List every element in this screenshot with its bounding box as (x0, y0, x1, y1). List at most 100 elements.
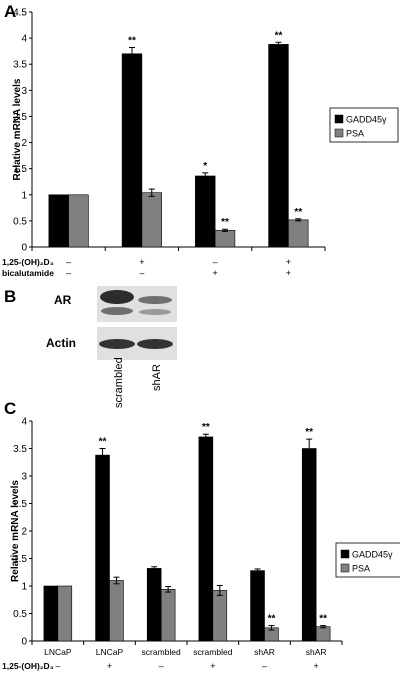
chart-c-legend-label: PSA (352, 564, 370, 574)
blot-band-actin-scrambled (99, 339, 135, 349)
panel-letter-a: A (4, 2, 16, 21)
chart-c-condition-sign: – (159, 661, 164, 671)
chart-a-legend-label: PSA (346, 129, 364, 139)
chart-c-legend: GADD45γ PSA (335, 542, 400, 578)
chart-a-y-tick-label: 4 (21, 34, 27, 45)
chart-a-bar-gadd45 (268, 44, 289, 248)
chart-c-significance-label: ** (99, 437, 107, 448)
blot-label-actin: Actin (46, 336, 76, 350)
chart-a-y-tick-label: 1.5 (13, 164, 27, 175)
chart-a-condition-sign: + (139, 257, 144, 267)
chart-c-bar-gadd45 (43, 585, 59, 642)
chart-a-legend-label: GADD45γ (346, 115, 387, 125)
chart-c-category-label: LNCaP (96, 647, 124, 657)
chart-c-bar-gadd45 (301, 448, 317, 642)
chart-a-condition-sign: – (213, 257, 218, 267)
chart-a-condition-label: bicalutamide (2, 268, 54, 278)
chart-a-y-tick-label: 0.5 (13, 216, 27, 227)
chart-a-bar-psa (214, 229, 236, 248)
chart-c-condition-sign: + (210, 661, 215, 671)
chart-c-bar-gadd45 (250, 570, 265, 642)
chart-a-y-tick-label: 3.5 (13, 60, 27, 71)
chart-a-condition-sign: – (66, 257, 71, 267)
chart-c-condition-sign: + (314, 661, 319, 671)
chart-c-y-tick-label: 1.5 (13, 554, 27, 565)
chart-c-bar-psa (109, 580, 124, 642)
chart-c-bar-psa (160, 588, 176, 642)
blot-label-ar: AR (54, 293, 72, 307)
chart-c-condition-sign: – (55, 661, 60, 671)
chart-a-bar-psa (141, 192, 162, 248)
chart-c-bar-gadd45 (198, 436, 214, 642)
chart-c-bar-psa (212, 590, 228, 642)
chart-a-y-tick-label: 1 (21, 190, 27, 201)
chart-a-bar-psa (68, 194, 89, 248)
chart-a-y-tick-label: 3 (21, 86, 27, 97)
chart-c-significance-label: ** (319, 614, 327, 625)
chart-a-condition-sign: + (286, 257, 291, 267)
chart-c-legend-label: GADD45γ (352, 550, 393, 560)
chart-a-y-tick-label: 0 (21, 243, 27, 254)
blot-band-ar-shar-lower (139, 309, 171, 315)
chart-a-bar-gadd45 (121, 53, 143, 248)
chart-a-significance-label: ** (221, 217, 229, 228)
chart-a-y-tick-label: 2.5 (13, 112, 27, 123)
chart-a-significance-label: ** (294, 207, 302, 218)
blot-band-ar-shar (138, 296, 172, 304)
panel-letter-b: B (4, 287, 16, 306)
chart-c-bar-gadd45 (146, 568, 162, 642)
chart-c-y-tick-label: 0.5 (13, 609, 27, 620)
chart-c-significance-label: ** (305, 427, 313, 438)
chart-a-bar-gadd45 (195, 175, 216, 248)
chart-a-significance-label: ** (275, 30, 283, 41)
chart-a-y-tick-label: 2 (21, 138, 27, 149)
blot-lane-shar: shAR (151, 364, 163, 391)
panel-letter-c: C (4, 399, 16, 418)
chart-a-condition-label: 1,25-(OH)₂D₃ (2, 257, 54, 267)
chart-a-condition-sign: + (212, 268, 217, 278)
chart-c-bar-gadd45 (95, 454, 110, 642)
chart-a-y-tick-label: 4.5 (13, 8, 27, 19)
chart-c-category-label: scrambled (193, 647, 232, 657)
chart-c-y-axis-label: Relative mRNA levels (10, 480, 21, 582)
chart-c-y-tick-label: 1 (21, 582, 27, 593)
chart-c-y-tick-label: 2.5 (13, 499, 27, 510)
chart-a: Relative mRNA levels 0 0.5 1 1.5 2 2.5 3 3.5 4 4.5… (2, 8, 399, 278)
chart-c-condition-label: 1,25-(OH)₂D₃ (2, 661, 54, 671)
chart-c-category-label: shAR (254, 647, 275, 657)
chart-c-legend-swatch (340, 549, 350, 559)
chart-a-condition-sign: – (66, 268, 71, 278)
chart-a-bar-psa (288, 219, 309, 248)
chart-c-bar-psa (315, 626, 331, 642)
chart-c-y-tick-label: 3.5 (13, 444, 27, 455)
chart-a-condition-sign: – (139, 268, 144, 278)
chart-c-category-label: shAR (306, 647, 327, 657)
chart-a-condition-sign: + (286, 268, 291, 278)
blot-band-ar-scrambled (100, 290, 134, 304)
chart-a-significance-label: ** (128, 36, 136, 47)
chart-a-legend-swatch (334, 114, 344, 124)
chart-a-y-axis-label: Relative mRNA levels (12, 78, 23, 180)
chart-c-condition-sign: – (262, 661, 267, 671)
chart-c-y-tick-label: 4 (21, 417, 27, 428)
blot-lane-scrambled: scrambled (113, 357, 125, 408)
chart-c-bar-psa (57, 585, 73, 642)
western-blot: AR Actin scrambled shAR (46, 286, 177, 408)
chart-c-y-tick-label: 0 (21, 637, 27, 648)
chart-a-legend: GADD45γ PSA (329, 107, 399, 143)
chart-c-y-tick-label: 3 (21, 472, 27, 483)
chart-c-y-tick-label: 2 (21, 527, 27, 538)
chart-c-condition-sign: + (107, 661, 112, 671)
chart-a-legend-swatch (334, 128, 344, 138)
blot-band-ar-scrambled-lower (101, 307, 133, 315)
chart-a-bar-gadd45 (48, 194, 69, 248)
chart-c-significance-label: ** (202, 422, 210, 433)
chart-c-legend-swatch (340, 563, 350, 573)
chart-c: Relative mRNA levels 0 0.5 1 1.5 2 2.5 3 3.5 4 ** *… (2, 417, 400, 671)
blot-band-actin-shar (137, 339, 173, 349)
chart-c-category-label: scrambled (142, 647, 181, 657)
chart-c-significance-label: ** (268, 614, 276, 625)
chart-a-significance-label: * (203, 161, 207, 172)
chart-c-category-label: LNCaP (44, 647, 72, 657)
